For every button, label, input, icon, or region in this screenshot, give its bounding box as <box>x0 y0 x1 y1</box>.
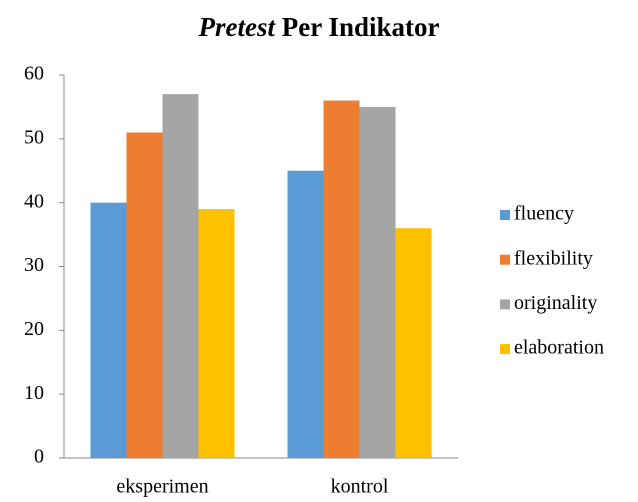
bar <box>359 106 396 459</box>
bar <box>287 170 324 458</box>
y-tick-label: 40 <box>24 190 44 212</box>
legend-swatch <box>500 210 510 220</box>
y-tick-label: 50 <box>24 126 44 148</box>
x-tick-label: eksperimen <box>116 476 208 498</box>
legend-swatch <box>500 254 510 265</box>
chart-title: Pretest Per Indikator <box>198 12 440 42</box>
bar <box>90 202 127 458</box>
bar <box>323 100 360 459</box>
y-tick-label: 20 <box>24 318 44 340</box>
bar <box>198 209 235 458</box>
x-tick-label: kontrol <box>331 476 389 498</box>
bar <box>126 132 163 458</box>
legend-label: fluency <box>514 203 574 225</box>
y-tick-label: 0 <box>34 446 44 468</box>
legend-swatch <box>500 344 510 355</box>
bar <box>395 228 432 458</box>
bar <box>162 94 199 459</box>
legend-label: elaboration <box>514 337 604 359</box>
y-tick-label: 30 <box>24 254 44 276</box>
legend-swatch <box>500 299 510 310</box>
y-tick-label: 10 <box>24 382 44 404</box>
legend-label: flexibility <box>514 247 593 269</box>
y-tick-label: 60 <box>24 63 44 85</box>
legend-label: originality <box>514 292 597 314</box>
